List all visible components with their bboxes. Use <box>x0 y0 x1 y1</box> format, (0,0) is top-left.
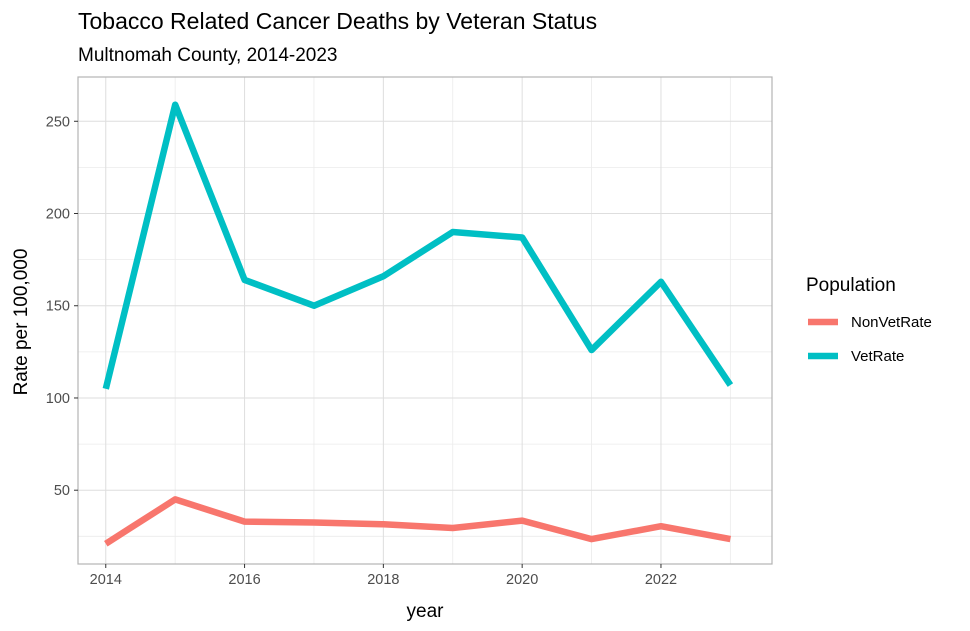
series-line-nonvetrate <box>104 496 731 547</box>
chart-title: Tobacco Related Cancer Deaths by Veteran… <box>78 8 598 34</box>
legend-title: Population <box>806 275 896 296</box>
chart-subtitle: Multnomah County, 2014-2023 <box>78 45 338 66</box>
y-tick-label: 50 <box>54 483 70 499</box>
x-tick-label: 2016 <box>228 572 260 588</box>
panel-border <box>77 76 773 565</box>
legend-label-vetrate: VetRate <box>851 348 904 365</box>
x-axis-title: year <box>407 601 445 622</box>
grid <box>78 77 772 564</box>
y-tick-label: 250 <box>46 114 70 130</box>
legend: Population NonVetRate VetRate <box>806 275 932 365</box>
x-tick-label: 2020 <box>506 572 538 588</box>
y-tick-label: 200 <box>46 207 70 223</box>
x-tick-label: 2018 <box>367 572 399 588</box>
y-axis-title: Rate per 100,000 <box>11 249 32 396</box>
series-line-vetrate <box>102 101 734 390</box>
series-lines <box>102 101 734 547</box>
y-tick-label: 100 <box>46 391 70 407</box>
x-tick-label: 2014 <box>90 572 122 588</box>
axes: 2014 2016 2018 2020 2022 50 100 150 200 250 <box>46 76 773 588</box>
y-tick-label: 150 <box>46 299 70 315</box>
legend-label-nonvetrate: NonVetRate <box>851 314 932 331</box>
x-tick-label: 2022 <box>645 572 677 588</box>
